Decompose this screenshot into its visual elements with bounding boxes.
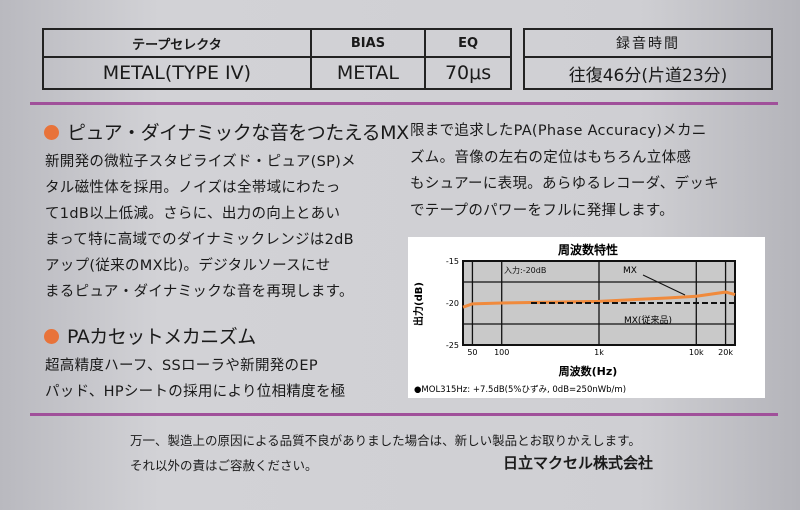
- series-label-mx-previous: MX(従来品): [624, 314, 672, 326]
- chart-title: 周波数特性: [558, 242, 618, 257]
- bottom-divider: [30, 413, 778, 416]
- series-label-mx: MX: [623, 266, 637, 276]
- text-line: ズム。音像の左右の定位はもちろん立体感: [410, 149, 692, 166]
- footer-notice-1: 万一、製造上の原因による品質不良がありました場合は、新しい製品とお取りかえします…: [130, 433, 641, 448]
- section2-heading: PAカセットメカニズム: [44, 322, 256, 349]
- value-recording-time: 往復46分(片道23分): [523, 56, 773, 90]
- y-tick-label: -25: [446, 341, 459, 350]
- section1-heading: ピュア・ダイナミックな音をつたえるMX: [44, 118, 409, 145]
- text-line: タル磁性体を採用。ノイズは全帯域にわたっ: [45, 180, 341, 196]
- text-line: アップ(従来のMX比)。デジタルソースにせ: [45, 258, 331, 274]
- section1-heading-text: ピュア・ダイナミックな音をつたえるMX: [67, 122, 409, 144]
- header-eq: EQ: [424, 28, 512, 58]
- bullet-icon: [44, 329, 59, 344]
- text-line: パッド、HPシートの採用により位相精度を極: [45, 384, 346, 400]
- x-axis-label: 周波数(Hz): [559, 364, 618, 378]
- text-line: 超高精度ハーフ、SSローラや新開発のEP: [45, 358, 318, 374]
- recording-time-table: 録音時間 往復46分(片道23分): [523, 28, 773, 90]
- chart-footnote: ●MOL315Hz: +7.5dB(5%ひずみ, 0dB=250nWb/m): [414, 384, 626, 395]
- footer-notice-2: それ以外の責はご容赦ください。: [130, 458, 318, 473]
- x-tick-label: 20k: [718, 348, 733, 357]
- bullet-icon: [44, 125, 59, 140]
- value-eq: 70μs: [424, 56, 512, 90]
- spec-table: テープセレクタ BIAS EQ METAL(TYPE IV) METAL 70μs: [42, 28, 512, 90]
- section2-heading-text: PAカセットメカニズム: [67, 326, 256, 348]
- value-bias: METAL: [309, 56, 427, 90]
- series-label-leader: [642, 274, 686, 296]
- text-line: まって特に高域でのダイナミックレンジは2dB: [45, 232, 354, 248]
- header-bias: BIAS: [309, 28, 427, 58]
- text-line: 限まで追求したPA(Phase Accuracy)メカニ: [410, 123, 707, 139]
- text-line: でテープのパワーをフルに発揮します。: [410, 202, 675, 219]
- text-line: 新開発の微粒子スタビライズド・ピュア(SP)メ: [45, 154, 356, 170]
- top-divider: [30, 102, 778, 105]
- text-line: まるピュア・ダイナミックな音を再現します。: [45, 284, 354, 300]
- header-tape-selector: テープセレクタ: [42, 28, 312, 58]
- value-tape-selector: METAL(TYPE IV): [42, 56, 312, 90]
- chart-svg: 周波数特性 周波数(Hz) 出力(dB) ●MOL315Hz: +7.5dB(5…: [412, 242, 736, 395]
- frequency-response-chart: 周波数特性 周波数(Hz) 出力(dB) ●MOL315Hz: +7.5dB(5…: [408, 237, 765, 398]
- x-tick-label: 100: [494, 348, 509, 357]
- x-tick-label: 50: [467, 348, 477, 357]
- input-annotation: 入力:-20dB: [504, 265, 546, 275]
- section2-body-right: 限まで追求したPA(Phase Accuracy)メカニ ズム。音像の左右の定位…: [410, 118, 719, 224]
- y-axis-label: 出力(dB): [412, 282, 425, 326]
- text-line: て1dB以上低減。さらに、出力の向上とあい: [45, 206, 341, 222]
- x-tick-label: 1k: [594, 348, 604, 357]
- y-tick-label: -20: [446, 299, 459, 308]
- section2-body-left: 超高精度ハーフ、SSローラや新開発のEP パッド、HPシートの採用により位相精度…: [45, 353, 346, 405]
- series-mx-line: [462, 290, 736, 309]
- header-recording-time: 録音時間: [523, 28, 773, 58]
- x-tick-label: 10k: [689, 348, 704, 357]
- company-name: 日立マクセル株式会社: [503, 454, 654, 472]
- text-line: もシュアーに表現。あらゆるレコーダ、デッキ: [410, 176, 719, 192]
- section1-body: 新開発の微粒子スタビライズド・ピュア(SP)メ タル磁性体を採用。ノイズは全帯域…: [45, 149, 356, 305]
- y-tick-label: -15: [446, 257, 459, 266]
